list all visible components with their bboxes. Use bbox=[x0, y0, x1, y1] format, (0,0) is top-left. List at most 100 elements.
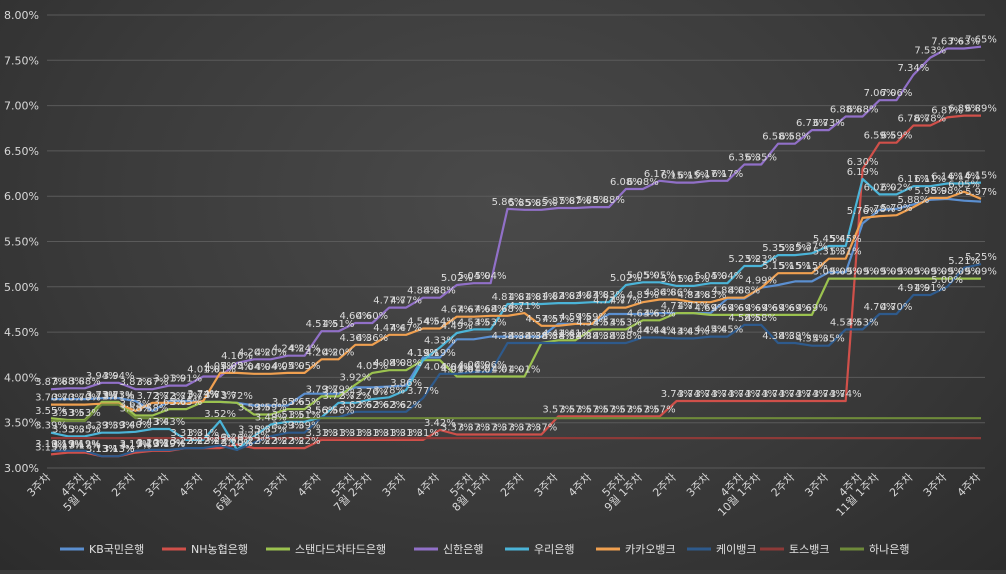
data-label: 3.39% bbox=[35, 421, 67, 432]
y-tick-label: 3.50% bbox=[4, 417, 39, 430]
data-label: 6.02% bbox=[881, 182, 913, 193]
data-label: 4.38% bbox=[779, 331, 811, 342]
data-label: 4.06% bbox=[475, 360, 507, 371]
data-label: 3.53% bbox=[52, 408, 84, 419]
data-label: 4.71% bbox=[661, 301, 693, 312]
data-label: 3.59% bbox=[255, 403, 287, 414]
data-label: 3.94% bbox=[86, 371, 118, 382]
data-label: 4.04% bbox=[255, 362, 287, 373]
data-label: 3.74% bbox=[695, 389, 727, 400]
data-label: 4.83% bbox=[576, 290, 608, 301]
data-label: 4.36% bbox=[356, 333, 388, 344]
data-label: 3.71% bbox=[103, 392, 135, 403]
data-label: 3.31% bbox=[407, 428, 439, 439]
data-label: 3.65% bbox=[170, 397, 202, 408]
data-label: 5.15% bbox=[796, 261, 828, 272]
data-label: 6.78% bbox=[914, 114, 946, 125]
data-label: 4.01% bbox=[509, 364, 541, 375]
data-label: 6.35% bbox=[728, 152, 760, 163]
data-label: 4.68% bbox=[475, 304, 507, 315]
data-label: 5.35% bbox=[779, 243, 811, 254]
data-label: 4.86% bbox=[644, 287, 676, 298]
data-label: 3.91% bbox=[153, 374, 185, 385]
data-label: 3.72% bbox=[339, 391, 371, 402]
data-label: 4.99% bbox=[745, 276, 777, 287]
data-label: 4.53% bbox=[610, 317, 642, 328]
data-label: 4.69% bbox=[711, 303, 743, 314]
data-label: 4.59% bbox=[576, 312, 608, 323]
data-label: 4.41% bbox=[542, 328, 574, 339]
data-label: 4.71% bbox=[678, 301, 710, 312]
data-label: 3.22% bbox=[272, 436, 304, 447]
data-label: 3.65% bbox=[289, 397, 321, 408]
data-label: 4.51% bbox=[306, 319, 338, 330]
legend-label: 케이뱅크 bbox=[716, 543, 756, 556]
data-label: 6.17% bbox=[711, 169, 743, 180]
data-label: 4.58% bbox=[728, 313, 760, 324]
data-label: 4.53% bbox=[458, 317, 490, 328]
series-line-4 bbox=[50, 177, 982, 451]
data-label: 6.58% bbox=[762, 132, 794, 143]
y-tick-label: 5.50% bbox=[4, 236, 39, 249]
data-label: 4.45% bbox=[711, 325, 743, 336]
data-label: 4.38% bbox=[593, 331, 625, 342]
data-label: 4.77% bbox=[373, 296, 405, 307]
data-label: 5.31% bbox=[830, 247, 862, 258]
data-label: 3.53% bbox=[69, 408, 101, 419]
data-label: 4.81% bbox=[509, 292, 541, 303]
data-label: 4.53% bbox=[475, 317, 507, 328]
data-label: 3.31% bbox=[356, 428, 388, 439]
data-label: 3.86% bbox=[390, 378, 422, 389]
data-label: 4.05% bbox=[204, 361, 236, 372]
data-label: 5.79% bbox=[881, 203, 913, 214]
legend-label: 하나은행 bbox=[869, 542, 909, 556]
data-label: 3.42% bbox=[424, 418, 456, 429]
data-label: 3.22% bbox=[204, 436, 236, 447]
data-label: 3.73% bbox=[103, 390, 135, 401]
data-label: 3.70% bbox=[69, 393, 101, 404]
data-label: 4.01% bbox=[492, 364, 524, 375]
data-label: 6.73% bbox=[813, 118, 845, 129]
data-label: 5.45% bbox=[813, 234, 845, 245]
grid: 3.00% 3.50% 4.00% 4.50% 5.00% 5.50% 6.00% 6.50%… bbox=[4, 9, 985, 475]
data-label: 3.48% bbox=[255, 413, 287, 424]
x-tick-label: 3주차 bbox=[684, 471, 712, 499]
data-label: 4.83% bbox=[695, 290, 727, 301]
data-label: 4.82% bbox=[542, 291, 574, 302]
data-label: 3.74% bbox=[678, 389, 710, 400]
data-label: 3.74% bbox=[762, 389, 794, 400]
data-label: 6.35% bbox=[745, 152, 777, 163]
data-label: 7.65% bbox=[965, 35, 997, 46]
data-label: 3.31% bbox=[187, 428, 219, 439]
data-label: 6.19% bbox=[847, 167, 879, 178]
data-label: 3.57% bbox=[627, 404, 659, 415]
data-label: 7.63% bbox=[931, 37, 963, 48]
data-label: 3.56% bbox=[323, 405, 355, 416]
data-label: 3.13% bbox=[86, 444, 118, 455]
data-label: 5.88% bbox=[897, 195, 929, 206]
data-label: 5.09% bbox=[948, 267, 980, 278]
data-label: 5.09% bbox=[830, 267, 862, 278]
x-tick-label: 3주차 bbox=[921, 471, 949, 499]
data-label: 3.74% bbox=[779, 389, 811, 400]
data-label: 3.62% bbox=[339, 400, 371, 411]
x-tick-label: 2주차 bbox=[887, 471, 915, 499]
data-label: 3.74% bbox=[187, 389, 219, 400]
data-label: 4.77% bbox=[390, 296, 422, 307]
data-label: 3.19% bbox=[120, 439, 152, 450]
data-label: 3.37% bbox=[525, 422, 557, 433]
data-label: 3.91% bbox=[170, 374, 202, 385]
data-label: 5.21% bbox=[948, 256, 980, 267]
data-label: 4.38% bbox=[542, 331, 574, 342]
data-label: 3.57% bbox=[593, 404, 625, 415]
data-label: 4.67% bbox=[458, 305, 490, 316]
data-label: 4.24% bbox=[289, 344, 321, 355]
data-label: 3.57% bbox=[576, 404, 608, 415]
series-line-6 bbox=[51, 263, 982, 458]
data-label: 3.78% bbox=[373, 385, 405, 396]
y-tick-label: 6.00% bbox=[4, 190, 39, 203]
data-label: 3.57% bbox=[610, 404, 642, 415]
data-label: 3.39% bbox=[86, 421, 118, 432]
legend-label: 우리은행 bbox=[534, 543, 574, 556]
